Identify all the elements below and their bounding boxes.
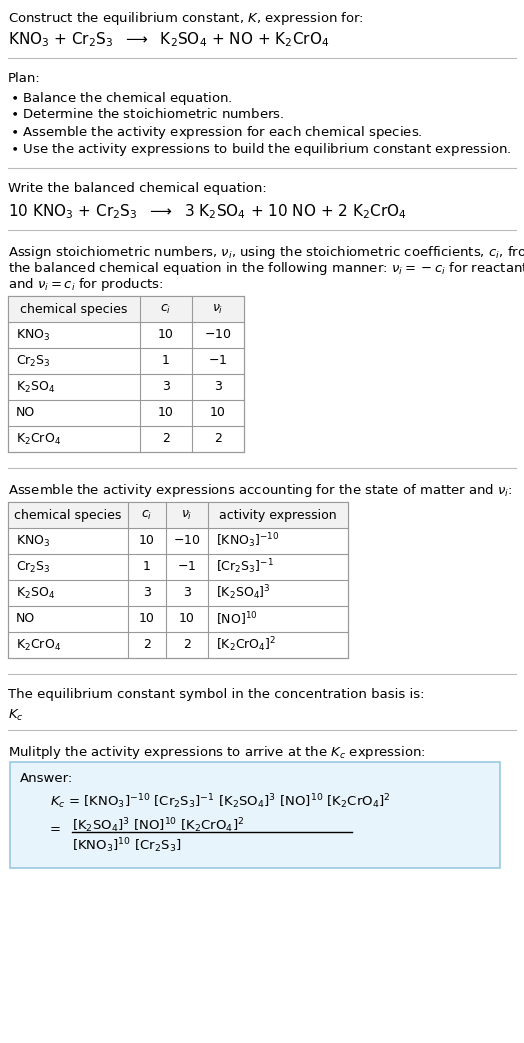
Bar [8,502,348,528]
Text: NO: NO [16,407,35,419]
Bar [8,502,348,658]
Text: Mulitply the activity expressions to arrive at the $K_c$ expression:: Mulitply the activity expressions to arr… [8,744,426,761]
Text: the balanced chemical equation in the following manner: $\nu_i = -c_i$ for react: the balanced chemical equation in the fo… [8,260,524,277]
Text: 10: 10 [179,612,195,626]
Text: $\bullet$ Assemble the activity expression for each chemical species.: $\bullet$ Assemble the activity expressi… [10,124,423,141]
Text: $-10$: $-10$ [173,534,201,548]
Text: K$_2$SO$_4$: K$_2$SO$_4$ [16,380,55,394]
Bar [8,296,244,452]
Text: $\nu_i$: $\nu_i$ [212,302,224,316]
Bar [8,296,244,322]
Text: chemical species: chemical species [14,509,122,522]
Text: [KNO$_3$]$^{10}$ [Cr$_2$S$_3$]: [KNO$_3$]$^{10}$ [Cr$_2$S$_3$] [72,836,181,854]
Text: 3: 3 [143,586,151,600]
Text: [KNO$_3$]$^{-10}$: [KNO$_3$]$^{-10}$ [216,532,279,551]
Text: 10: 10 [158,407,174,419]
Text: and $\nu_i = c_i$ for products:: and $\nu_i = c_i$ for products: [8,276,163,293]
Text: [NO]$^{10}$: [NO]$^{10}$ [216,610,258,628]
Text: K$_2$SO$_4$: K$_2$SO$_4$ [16,585,55,601]
Text: 10: 10 [158,329,174,341]
Text: $c_i$: $c_i$ [160,302,172,316]
Text: Plan:: Plan: [8,72,41,84]
Text: Write the balanced chemical equation:: Write the balanced chemical equation: [8,181,267,195]
Text: $\bullet$ Use the activity expressions to build the equilibrium constant express: $\bullet$ Use the activity expressions t… [10,141,511,157]
Text: 1: 1 [143,560,151,574]
Text: KNO$_3$ + Cr$_2$S$_3$  $\longrightarrow$  K$_2$SO$_4$ + NO + K$_2$CrO$_4$: KNO$_3$ + Cr$_2$S$_3$ $\longrightarrow$ … [8,30,329,49]
Text: 2: 2 [162,433,170,445]
Text: Answer:: Answer: [20,772,73,785]
Text: 2: 2 [183,638,191,652]
Text: K$_2$CrO$_4$: K$_2$CrO$_4$ [16,637,61,653]
Text: $\nu_i$: $\nu_i$ [181,508,193,522]
Text: $\bullet$ Determine the stoichiometric numbers.: $\bullet$ Determine the stoichiometric n… [10,107,285,121]
Text: Construct the equilibrium constant, $K$, expression for:: Construct the equilibrium constant, $K$,… [8,10,364,27]
Text: $K_c$: $K_c$ [8,708,24,723]
Text: Assemble the activity expressions accounting for the state of matter and $\nu_i$: Assemble the activity expressions accoun… [8,482,512,499]
Text: The equilibrium constant symbol in the concentration basis is:: The equilibrium constant symbol in the c… [8,688,424,701]
Text: [K$_2$SO$_4$]$^3$ [NO]$^{10}$ [K$_2$CrO$_4$]$^2$: [K$_2$SO$_4$]$^3$ [NO]$^{10}$ [K$_2$CrO$… [72,816,244,834]
Text: activity expression: activity expression [219,509,337,522]
Text: 2: 2 [214,433,222,445]
Text: [K$_2$CrO$_4$]$^2$: [K$_2$CrO$_4$]$^2$ [216,635,277,654]
Text: $-1$: $-1$ [178,560,196,574]
Text: 10: 10 [139,612,155,626]
Text: KNO$_3$: KNO$_3$ [16,328,50,342]
Text: $K_c$ = [KNO$_3$]$^{-10}$ [Cr$_2$S$_3$]$^{-1}$ [K$_2$SO$_4$]$^3$ [NO]$^{10}$ [K$: $K_c$ = [KNO$_3$]$^{-10}$ [Cr$_2$S$_3$]$… [50,792,390,810]
Text: =: = [50,824,61,836]
Text: $\bullet$ Balance the chemical equation.: $\bullet$ Balance the chemical equation. [10,90,233,107]
Text: KNO$_3$: KNO$_3$ [16,533,50,549]
Text: Cr$_2$S$_3$: Cr$_2$S$_3$ [16,559,51,575]
Text: [Cr$_2$S$_3$]$^{-1}$: [Cr$_2$S$_3$]$^{-1}$ [216,558,274,577]
Bar [10,762,500,868]
Text: 3: 3 [162,381,170,393]
Text: 3: 3 [214,381,222,393]
Text: $-1$: $-1$ [209,355,227,367]
Text: chemical species: chemical species [20,302,128,315]
Text: Assign stoichiometric numbers, $\nu_i$, using the stoichiometric coefficients, $: Assign stoichiometric numbers, $\nu_i$, … [8,244,524,261]
Text: 1: 1 [162,355,170,367]
Text: NO: NO [16,612,35,626]
Text: Cr$_2$S$_3$: Cr$_2$S$_3$ [16,354,51,368]
Text: $c_i$: $c_i$ [141,508,152,522]
Text: 10 KNO$_3$ + Cr$_2$S$_3$  $\longrightarrow$  3 K$_2$SO$_4$ + 10 NO + 2 K$_2$CrO$: 10 KNO$_3$ + Cr$_2$S$_3$ $\longrightarro… [8,202,407,221]
Text: 3: 3 [183,586,191,600]
Text: 2: 2 [143,638,151,652]
Text: 10: 10 [139,534,155,548]
Text: [K$_2$SO$_4$]$^3$: [K$_2$SO$_4$]$^3$ [216,584,271,603]
Text: K$_2$CrO$_4$: K$_2$CrO$_4$ [16,432,61,446]
Text: $-10$: $-10$ [204,329,232,341]
Text: 10: 10 [210,407,226,419]
